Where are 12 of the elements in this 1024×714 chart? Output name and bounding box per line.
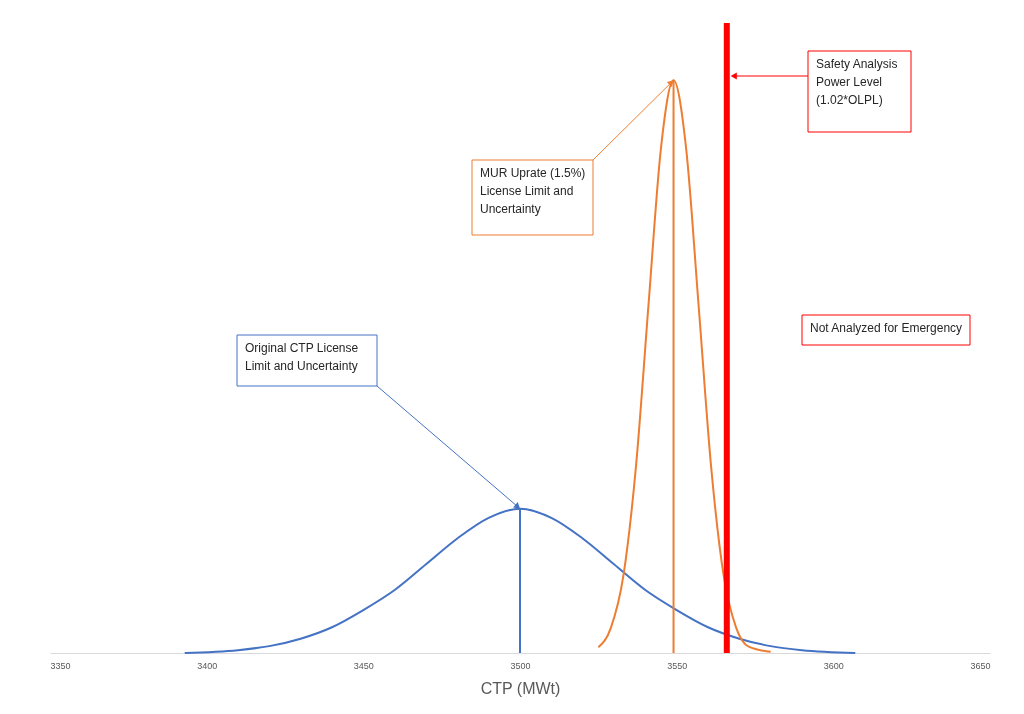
x-tick-label: 3450 — [353, 660, 374, 671]
x-tick-label: 3400 — [197, 660, 218, 671]
x-tick-label: 3550 — [667, 660, 688, 671]
annotation: Original CTP License Limit and Uncertainty — [245, 341, 359, 373]
annotation: Not Analyzed for Emergency — [810, 321, 963, 335]
annotation: Safety Analysis Power Level (1.02*OLPL) — [816, 57, 898, 107]
x-axis-title: CTP (MWt) — [480, 679, 561, 697]
x-tick-label: 3500 — [510, 660, 531, 671]
x-tick-label: 3350 — [50, 660, 71, 671]
x-tick-label: 3600 — [823, 660, 844, 671]
annotation: MUR Uprate (1.5%) License Limit and Uncertainty — [480, 166, 586, 216]
x-tick-label: 3650 — [970, 660, 991, 671]
